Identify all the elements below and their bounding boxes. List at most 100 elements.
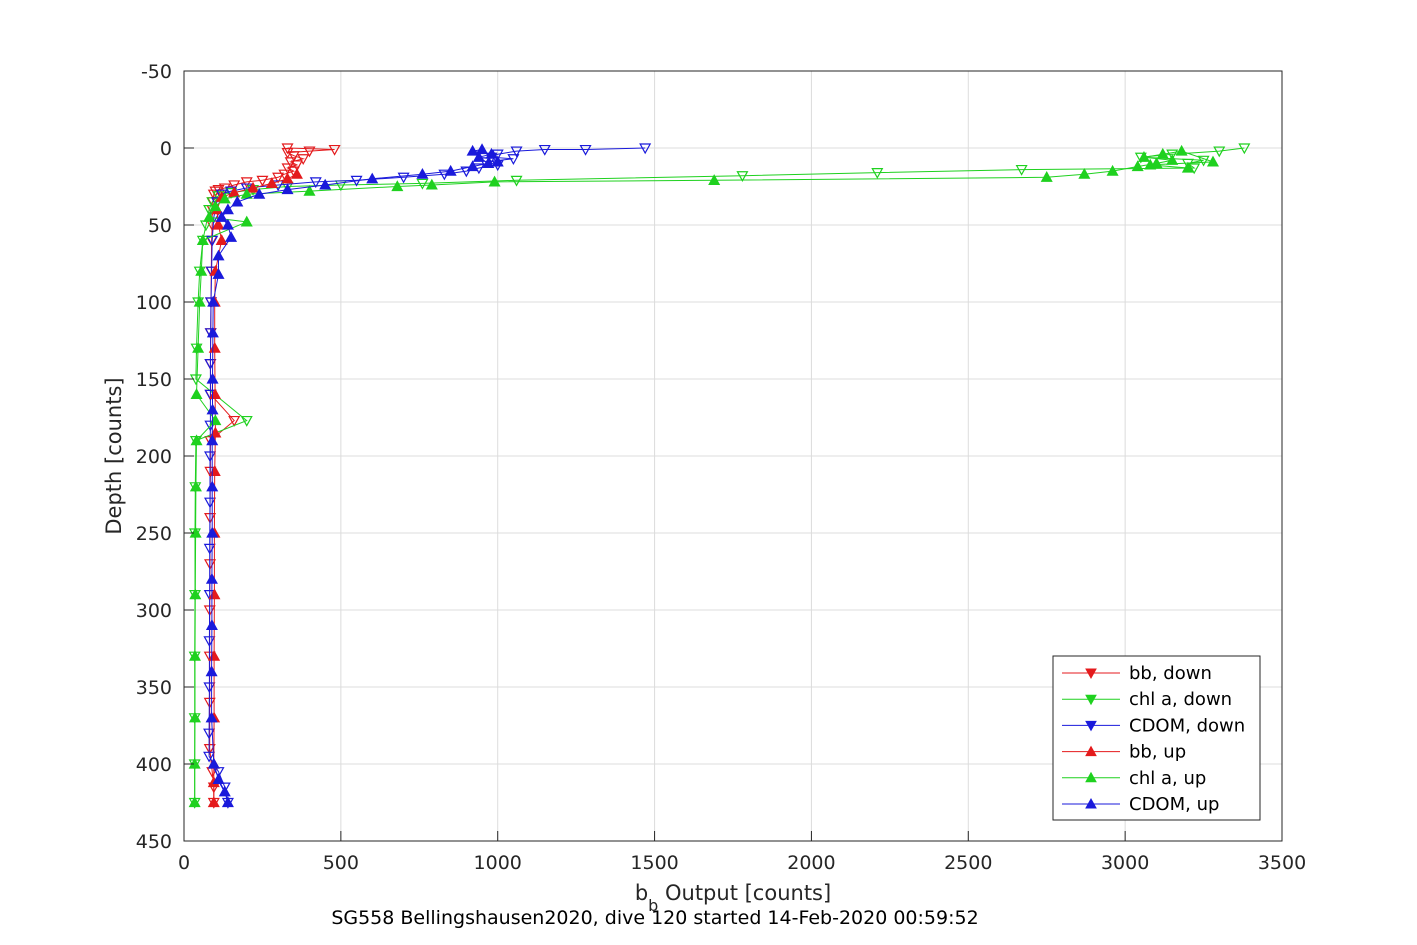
data-point — [207, 189, 220, 201]
data-point — [1015, 164, 1028, 176]
data-point — [1156, 147, 1169, 159]
data-point — [1131, 160, 1144, 172]
data-point — [212, 773, 225, 784]
data-point — [205, 711, 218, 723]
data-point — [205, 665, 218, 677]
data-point — [309, 177, 322, 189]
data-point — [190, 388, 203, 399]
series-line — [213, 173, 298, 803]
data-point — [466, 160, 479, 172]
caption: SG558 Bellingshausen2020, dive 120 start… — [331, 907, 978, 929]
legend-marker — [1085, 694, 1097, 706]
data-point — [476, 143, 489, 155]
x-tick-label: 2000 — [787, 852, 835, 874]
x-tick-label: 3500 — [1258, 852, 1306, 874]
legend-label: CDOM, up — [1129, 794, 1219, 815]
data-point — [1197, 155, 1210, 167]
data-point — [240, 177, 253, 189]
data-point — [1206, 155, 1219, 167]
legend-item: bb, up — [1062, 742, 1186, 763]
x-tick-label: 2500 — [944, 852, 992, 874]
data-point — [507, 154, 520, 166]
data-point — [209, 200, 222, 212]
legend-marker — [1085, 797, 1097, 809]
data-point — [460, 166, 473, 178]
legend-marker — [1085, 771, 1097, 783]
data-point — [281, 183, 294, 195]
y-axis-label: Depth [counts] — [102, 377, 126, 534]
legend-label: CDOM, down — [1129, 715, 1245, 736]
legend: bb, down chl a, down CDOM, down bb, up chl a… — [1052, 655, 1261, 821]
data-point — [1137, 151, 1150, 162]
data-point — [871, 168, 884, 179]
x-tick-label: 0 — [178, 852, 190, 874]
data-point — [444, 164, 457, 176]
data-point — [1150, 157, 1163, 168]
data-point — [482, 157, 495, 168]
data-point — [391, 180, 404, 192]
legend-marker — [1085, 668, 1097, 680]
data-point — [319, 178, 332, 190]
data-point — [290, 160, 303, 172]
x-tick-label: 1500 — [630, 852, 678, 874]
data-point — [287, 151, 300, 162]
data-point — [246, 181, 260, 193]
data-point — [281, 172, 294, 184]
series-layer — [188, 143, 1251, 809]
y-tick-label: 0 — [160, 138, 172, 160]
data-point — [207, 757, 220, 769]
data-point — [1166, 149, 1179, 161]
data-point — [472, 151, 485, 162]
y-tick-label: 200 — [136, 446, 172, 468]
data-point — [203, 751, 216, 763]
data-point — [290, 167, 303, 179]
data-point — [1175, 144, 1188, 156]
data-point — [510, 175, 523, 187]
legend-label: bb, down — [1129, 663, 1212, 684]
data-point — [366, 172, 379, 184]
data-point — [253, 187, 266, 199]
x-axis-label-rest: Output [counts] — [658, 881, 831, 905]
data-point — [204, 420, 217, 432]
legend-item: chl a, up — [1062, 768, 1206, 789]
series-line — [194, 147, 1245, 803]
data-point — [303, 184, 316, 196]
data-point — [215, 211, 228, 222]
data-point — [303, 146, 316, 158]
data-point — [192, 341, 205, 353]
data-point — [206, 434, 219, 446]
data-point — [206, 480, 219, 492]
x-tick-label: 500 — [323, 852, 359, 874]
data-point — [188, 649, 201, 661]
data-point — [208, 341, 221, 353]
data-point — [221, 796, 234, 808]
data-point — [1078, 167, 1091, 179]
data-point — [221, 218, 234, 230]
data-point — [240, 215, 253, 227]
data-point — [425, 178, 438, 190]
data-point — [538, 144, 551, 156]
y-tick-label: -50 — [141, 61, 172, 83]
data-point — [189, 588, 202, 600]
data-point — [1144, 158, 1157, 170]
data-point — [231, 195, 244, 207]
data-point — [203, 728, 216, 740]
data-point — [228, 180, 241, 192]
y-tick-label: 250 — [136, 523, 172, 545]
y-tick-label: 400 — [136, 754, 172, 776]
data-point — [416, 178, 429, 190]
data-point — [1238, 143, 1251, 155]
y-tick-label: 350 — [136, 677, 172, 699]
data-point — [639, 143, 652, 155]
y-tick-label: 300 — [136, 600, 172, 622]
legend-marker — [1085, 720, 1097, 732]
data-point — [206, 326, 219, 338]
data-point — [1106, 164, 1119, 176]
data-point — [190, 434, 203, 446]
data-point — [188, 711, 201, 723]
data-point — [206, 372, 219, 384]
series-cdom-up — [205, 143, 504, 808]
data-point — [466, 144, 479, 156]
data-point — [240, 415, 253, 427]
